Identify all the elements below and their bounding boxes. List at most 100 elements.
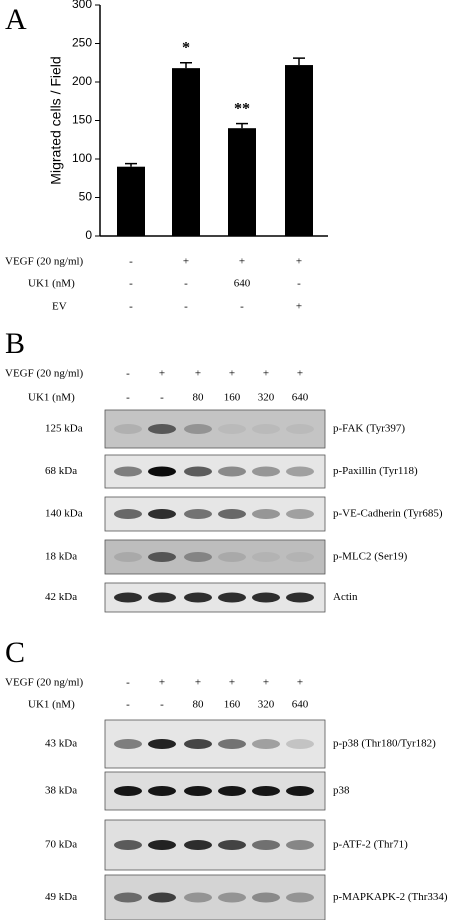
treatment-cell: + [195, 368, 201, 380]
band [184, 786, 212, 796]
treatment-cell: - [126, 392, 130, 404]
treatment-cell: 320 [258, 392, 275, 404]
panel-label: C [5, 636, 25, 669]
treatment-cell: + [297, 677, 303, 689]
band [114, 424, 142, 434]
bar [285, 65, 313, 236]
treatment-cell: - [240, 301, 244, 313]
treatment-cell: 80 [193, 392, 205, 404]
band [252, 739, 280, 749]
band [148, 552, 176, 562]
band [114, 552, 142, 562]
blot [104, 539, 326, 575]
band [252, 466, 280, 477]
blot-target: p-p38 (Thr180/Tyr182) [333, 738, 436, 750]
treatment-cell: + [183, 256, 189, 268]
treatment-label: UK1 (nM) [28, 278, 75, 290]
treatment-cell: 320 [258, 699, 275, 711]
treatment-cell: - [129, 256, 133, 268]
blot-target: p-VE-Cadherin (Tyr685) [333, 508, 443, 520]
band [218, 424, 246, 434]
band [286, 786, 314, 796]
band [148, 892, 176, 903]
y-tick-label: 100 [72, 151, 92, 165]
band [252, 840, 280, 850]
band [286, 592, 314, 603]
treatment-cell: - [160, 699, 164, 711]
treatment-cell: + [159, 677, 165, 689]
band [252, 552, 280, 562]
treatment-cell: + [296, 256, 302, 268]
band [184, 892, 212, 903]
band [252, 424, 280, 434]
band [114, 739, 142, 749]
band [218, 840, 246, 850]
treatment-label: UK1 (nM) [28, 699, 75, 711]
blot-target: Actin [333, 591, 358, 603]
band [286, 892, 314, 903]
band [114, 892, 142, 903]
band [286, 424, 314, 434]
band [286, 466, 314, 477]
band [286, 840, 314, 850]
treatment-cell: + [229, 368, 235, 380]
band [218, 592, 246, 603]
blot-target: p-ATF-2 (Thr71) [333, 839, 408, 851]
y-tick-label: 200 [72, 74, 92, 88]
band [286, 509, 314, 519]
band [252, 592, 280, 603]
treatment-cell: - [126, 699, 130, 711]
blot-target: p-Paxillin (Tyr118) [333, 465, 418, 477]
blot-target: p38 [333, 785, 350, 797]
panel-label: A [5, 3, 27, 36]
y-tick-label: 50 [79, 190, 93, 204]
y-tick-label: 0 [85, 228, 92, 242]
band [218, 739, 246, 749]
band [252, 786, 280, 796]
bar [117, 166, 145, 236]
band [184, 509, 212, 519]
treatment-cell: + [159, 368, 165, 380]
y-tick-label: 300 [72, 0, 92, 11]
band [148, 424, 176, 434]
band [114, 592, 142, 603]
band [286, 552, 314, 562]
error-bar [125, 162, 137, 167]
molecular-weight: 125 kDa [45, 423, 83, 435]
y-tick-label: 250 [72, 36, 92, 50]
treatment-cell: 80 [193, 699, 205, 711]
band [148, 509, 176, 519]
band [148, 466, 176, 477]
treatment-cell: + [263, 368, 269, 380]
band [252, 892, 280, 903]
molecular-weight: 38 kDa [45, 785, 77, 797]
blot-target: p-FAK (Tyr397) [333, 423, 405, 435]
molecular-weight: 49 kDa [45, 891, 77, 903]
molecular-weight: 140 kDa [45, 508, 83, 520]
blot-target: p-MAPKAPK-2 (Thr334) [333, 891, 448, 903]
band [184, 840, 212, 850]
treatment-cell: + [195, 677, 201, 689]
band [218, 786, 246, 796]
treatment-cell: 640 [292, 392, 309, 404]
blot [104, 454, 326, 489]
molecular-weight: 43 kDa [45, 738, 77, 750]
error-bar [293, 57, 305, 66]
treatment-cell: - [129, 301, 133, 313]
treatment-cell: 640 [234, 278, 251, 290]
panel-label: B [5, 327, 25, 360]
band [218, 509, 246, 519]
blot-target: p-MLC2 (Ser19) [333, 551, 408, 563]
y-tick-label: 150 [72, 113, 92, 127]
error-bar [236, 122, 248, 129]
band [184, 424, 212, 434]
band [148, 592, 176, 603]
treatment-label: EV [52, 301, 67, 313]
band [184, 739, 212, 749]
band [218, 892, 246, 903]
treatment-cell: 160 [224, 699, 241, 711]
band [184, 466, 212, 477]
band [114, 466, 142, 477]
treatment-cell: + [296, 301, 302, 313]
treatment-cell: - [297, 278, 301, 290]
